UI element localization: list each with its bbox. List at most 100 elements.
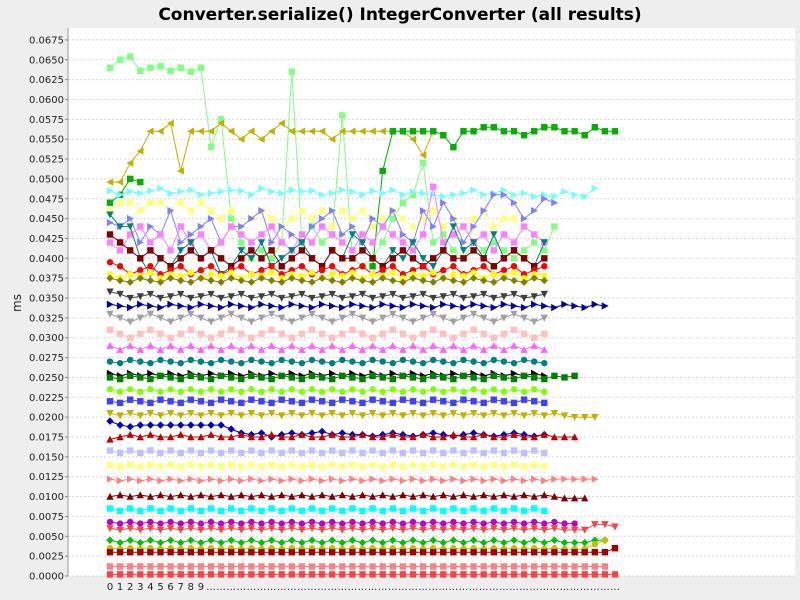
- data-point: [146, 341, 155, 349]
- data-point: [440, 388, 447, 395]
- data-point: [217, 215, 225, 222]
- data-point: [601, 571, 609, 578]
- data-point: [228, 447, 235, 454]
- data-point: [490, 447, 497, 454]
- data-point: [207, 525, 215, 533]
- data-point: [106, 398, 114, 405]
- data-point: [167, 358, 174, 365]
- data-point: [500, 267, 508, 274]
- data-point: [520, 223, 528, 230]
- data-point: [430, 447, 437, 454]
- data-point: [177, 302, 185, 310]
- data-point: [429, 429, 437, 437]
- data-point: [248, 247, 255, 254]
- data-point: [318, 223, 326, 230]
- data-point: [531, 358, 538, 365]
- data-point: [480, 571, 487, 578]
- data-point: [127, 563, 134, 570]
- data-point: [510, 341, 518, 349]
- data-point: [197, 507, 205, 515]
- data-point: [450, 375, 457, 383]
- data-point: [156, 127, 164, 135]
- data-point: [541, 263, 548, 270]
- series-15: [106, 310, 548, 326]
- data-point: [166, 119, 174, 128]
- series-27: [106, 461, 548, 470]
- data-point: [136, 538, 144, 547]
- data-point: [217, 356, 225, 364]
- data-point: [531, 447, 538, 454]
- data-point: [116, 548, 124, 556]
- data-point: [520, 345, 528, 353]
- x-tick-label: ...: [398, 582, 408, 593]
- data-point: [399, 128, 407, 135]
- data-point: [127, 53, 134, 60]
- data-point: [187, 230, 195, 239]
- data-point: [500, 398, 508, 405]
- data-point: [308, 536, 316, 544]
- data-point: [177, 223, 184, 230]
- data-point: [197, 463, 205, 470]
- data-point: [288, 475, 296, 483]
- data-point: [228, 548, 235, 556]
- data-point: [369, 239, 376, 246]
- data-point: [197, 330, 205, 337]
- series-9: [106, 231, 548, 270]
- data-point: [288, 433, 296, 441]
- data-point: [409, 358, 417, 365]
- data-point: [106, 178, 114, 186]
- data-point: [156, 278, 165, 286]
- data-point: [248, 447, 255, 454]
- data-point: [560, 526, 569, 534]
- data-point: [470, 300, 478, 309]
- data-point: [541, 302, 548, 310]
- data-point: [329, 505, 336, 512]
- series-17: [106, 341, 548, 353]
- data-point: [268, 255, 275, 262]
- data-point: [339, 255, 346, 262]
- data-point: [409, 239, 417, 247]
- data-point: [379, 330, 386, 337]
- data-point: [308, 461, 316, 469]
- data-point: [449, 290, 458, 298]
- data-point: [238, 476, 245, 485]
- data-point: [177, 507, 184, 515]
- data-point: [541, 449, 548, 457]
- data-point: [147, 64, 154, 71]
- data-point: [207, 461, 215, 469]
- data-point: [561, 187, 569, 196]
- data-point: [339, 303, 346, 312]
- data-point: [339, 507, 346, 515]
- data-point: [520, 433, 528, 441]
- data-point: [399, 449, 407, 457]
- data-point: [369, 518, 376, 526]
- data-point: [561, 548, 568, 556]
- data-point: [500, 215, 508, 222]
- data-point: [329, 223, 336, 230]
- data-point: [389, 571, 396, 578]
- data-point: [147, 447, 154, 454]
- data-point: [167, 67, 174, 75]
- data-point: [278, 372, 285, 380]
- data-point: [338, 526, 346, 534]
- data-point: [480, 359, 487, 367]
- data-point: [500, 374, 508, 381]
- data-point: [611, 523, 619, 531]
- data-point: [137, 520, 144, 527]
- data-point: [136, 421, 144, 429]
- data-point: [450, 399, 457, 407]
- data-point: [531, 128, 538, 135]
- x-tick-label: ...: [610, 582, 620, 593]
- data-point: [490, 247, 497, 254]
- data-point: [480, 375, 487, 383]
- data-point: [167, 271, 174, 278]
- data-point: [106, 417, 114, 425]
- data-point: [550, 536, 559, 544]
- data-point: [460, 520, 467, 527]
- data-point: [470, 222, 478, 231]
- data-point: [147, 247, 154, 254]
- data-point: [318, 330, 326, 337]
- data-point: [510, 239, 518, 246]
- data-point: [531, 398, 538, 405]
- data-point: [520, 189, 528, 197]
